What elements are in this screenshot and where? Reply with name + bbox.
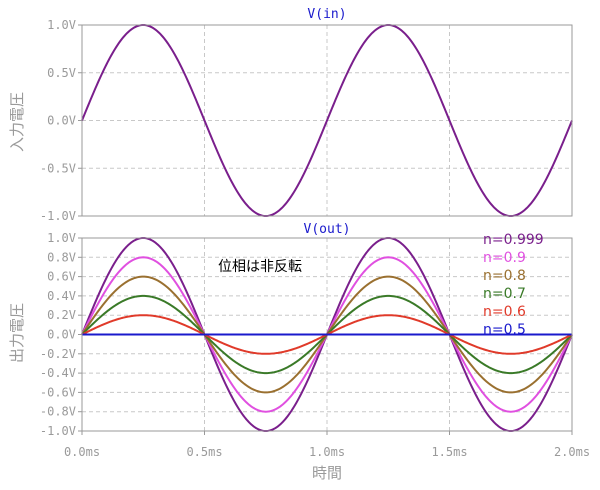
- top-y-tick-label: 0.0V: [47, 114, 76, 128]
- bottom-y-axis-title: 出力電圧: [8, 303, 26, 363]
- top-y-tick-label: 1.0V: [47, 18, 76, 32]
- x-tick-label: 1.5ms: [431, 445, 467, 459]
- bottom-y-tick-label: 1.0V: [47, 231, 76, 245]
- legend-entry: n=0.8: [483, 268, 526, 284]
- bottom-y-tick-label: 0.8V: [47, 250, 76, 264]
- legend-entry: n=0.9: [483, 250, 526, 266]
- bottom-series: [81, 236, 573, 433]
- bottom-y-tick-label: -0.8V: [40, 405, 76, 419]
- legend-entry: n=0.999: [483, 232, 544, 248]
- bottom-y-tick-label: -0.2V: [40, 347, 76, 361]
- legend: n=0.999 n=0.9 n=0.8 n=0.7 n=0.6 n=0.5: [483, 232, 544, 338]
- legend-entry: n=0.7: [483, 286, 526, 302]
- top-series: [81, 23, 573, 218]
- x-tick-label: 0.5ms: [186, 445, 222, 459]
- x-tick-label: 2.0ms: [554, 445, 590, 459]
- x-tick-label: 1.0ms: [309, 445, 345, 459]
- phase-annotation: 位相は非反転: [218, 259, 302, 275]
- bottom-y-tick-label: -0.6V: [40, 385, 76, 399]
- bottom-y-tick-label: -0.4V: [40, 366, 76, 380]
- x-tick-label: 0.0ms: [64, 445, 100, 459]
- top-y-axis-title: 入力電圧: [8, 92, 26, 152]
- bottom-y-tick-label: 0.0V: [47, 328, 76, 342]
- x-axis-title: 時間: [312, 464, 342, 482]
- legend-entry: n=0.5: [483, 322, 526, 338]
- bottom-tick-labels: 1.0V 0.8V 0.6V 0.4V 0.2V 0.0V -0.2V -0.4V -0.6V -…: [40, 231, 590, 459]
- top-panel-title: V(in): [307, 7, 346, 22]
- bottom-y-tick-label: -1.0V: [40, 424, 76, 438]
- top-series-line-0: [81, 23, 573, 218]
- bottom-plot-frame: [81, 237, 573, 432]
- top-tick-labels: 1.0V 0.5V 0.0V -0.5V -1.0V: [40, 18, 82, 223]
- bottom-y-tick-label: 0.2V: [47, 308, 76, 322]
- top-y-tick-label: -0.5V: [40, 161, 76, 175]
- bottom-y-tick-label: 0.6V: [47, 270, 76, 284]
- top-plot-frame: [81, 24, 573, 217]
- top-y-tick-label: -1.0V: [40, 209, 76, 223]
- legend-entry: n=0.6: [483, 304, 526, 320]
- bottom-y-tick-label: 0.4V: [47, 289, 76, 303]
- bottom-panel-title: V(out): [304, 222, 351, 237]
- top-y-tick-label: 0.5V: [47, 66, 76, 80]
